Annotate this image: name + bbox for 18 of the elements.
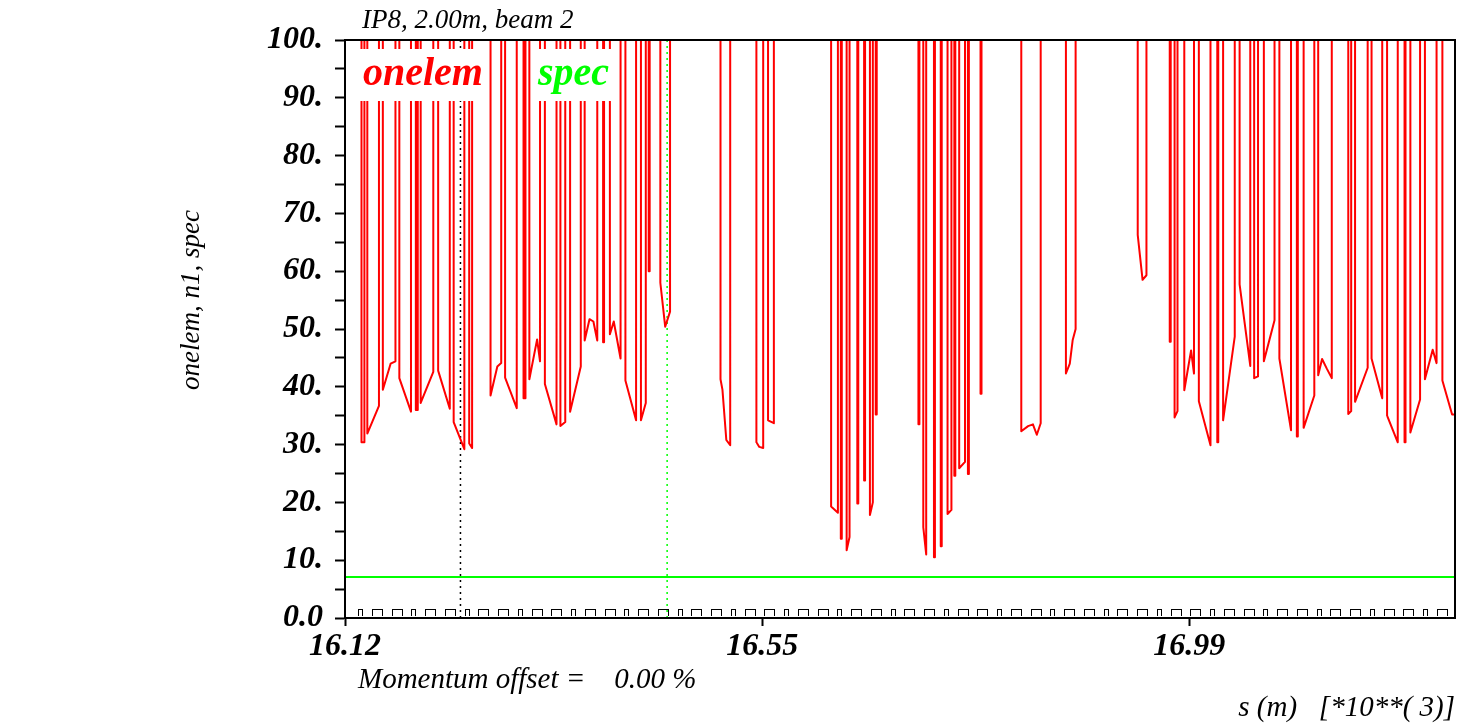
y-tick-label: 10. xyxy=(283,539,323,576)
text: Momentum offset = 0.00 % xyxy=(358,662,697,695)
y-tick-label: 40. xyxy=(282,366,323,403)
y-tick-label: 60. xyxy=(283,250,323,287)
x-tick-label: 16.99 xyxy=(1153,626,1226,663)
y-tick-label: 50. xyxy=(283,308,323,345)
text: spec xyxy=(536,49,610,95)
y-tick-label: 90. xyxy=(283,77,323,114)
chart-title: IP8, 2.00m, beam 2 xyxy=(362,4,574,35)
y-tick-label: 70. xyxy=(283,192,323,229)
y-tick-label: 100. xyxy=(267,19,323,56)
x-axis-title: s (m) [*10**( 3)] xyxy=(1238,690,1455,723)
series-label: onelem xyxy=(363,49,483,95)
y-tick-label: 20. xyxy=(282,481,323,518)
y-tick-label: 30. xyxy=(282,423,323,460)
y-tick-label: 80. xyxy=(283,134,323,171)
x-tick-label: 16.55 xyxy=(726,626,799,663)
y-axis-title: onelem, n1, spec xyxy=(174,210,206,390)
